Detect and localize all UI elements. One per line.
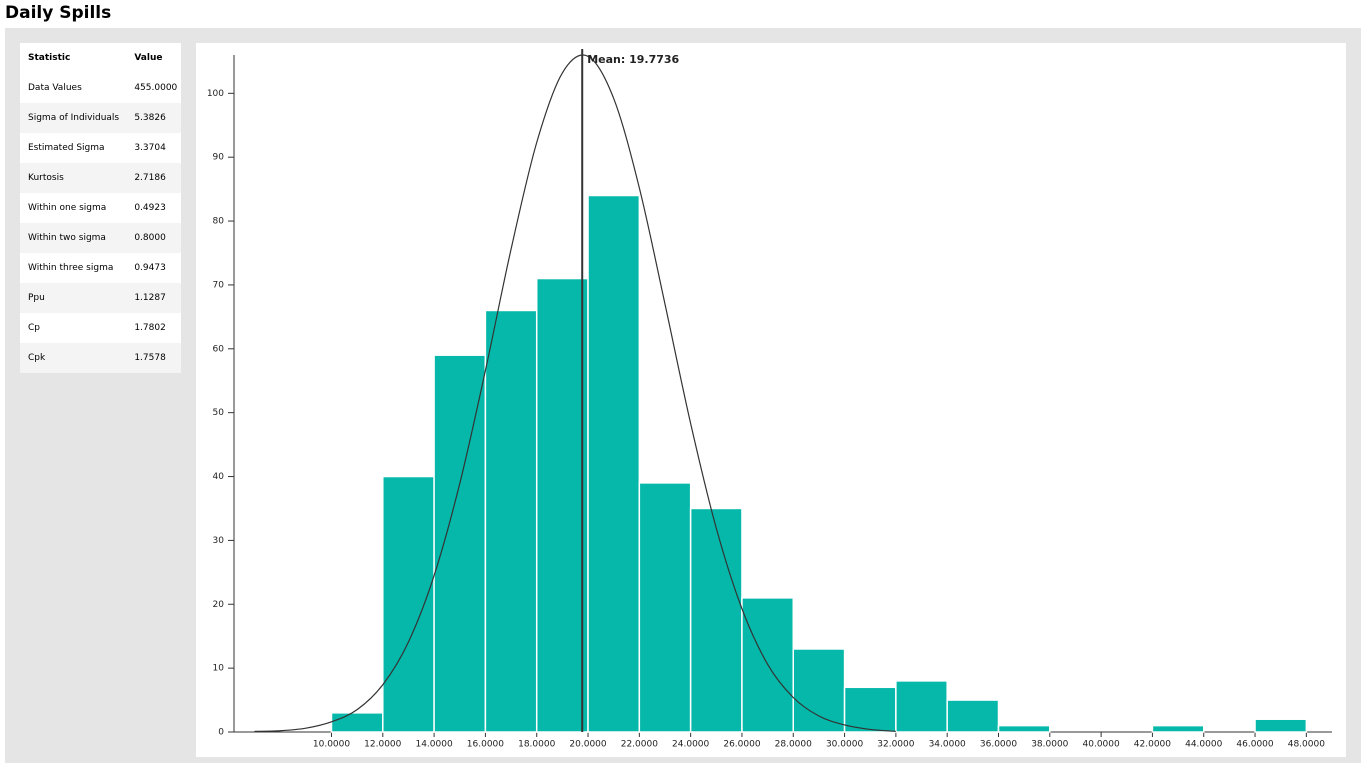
y-tick-label: 20 [213, 600, 225, 610]
bar [484, 309, 538, 733]
x-tick-label: 44.0000 [1185, 740, 1222, 750]
table-row: Ppu 1.1287 [20, 283, 181, 313]
x-tick-label: 20.0000 [569, 740, 606, 750]
table-header: Statistic Value [20, 43, 181, 73]
table-row: Cpk 1.7578 [20, 343, 181, 373]
x-tick-label: 22.0000 [621, 740, 658, 750]
table-cell: 0.4923 [134, 203, 166, 213]
bar [1151, 724, 1205, 733]
table-row: Sigma of Individuals 5.3826 [20, 103, 181, 133]
x-tick-label: 26.0000 [723, 740, 760, 750]
table-cell: 0.9473 [134, 263, 166, 273]
table-row: Within one sigma 0.4923 [20, 193, 181, 223]
bar [638, 482, 692, 733]
column-header: Value [134, 53, 163, 63]
table-row: Kurtosis 2.7186 [20, 163, 181, 193]
bar [535, 277, 589, 733]
x-tick-label: 18.0000 [518, 740, 555, 750]
bar [997, 724, 1051, 733]
y-tick-label: 30 [213, 536, 225, 546]
y-tick-label: 70 [213, 280, 225, 290]
bar [1254, 718, 1308, 733]
x-tick-label: 40.0000 [1083, 740, 1120, 750]
table-cell: 1.7802 [134, 323, 166, 333]
table-cell: Estimated Sigma [28, 143, 105, 153]
y-tick-label: 80 [213, 217, 225, 227]
table-cell: Within three sigma [28, 263, 114, 273]
x-tick-label: 34.0000 [929, 740, 966, 750]
x-tick-label: 46.0000 [1236, 740, 1273, 750]
table-cell: Sigma of Individuals [20, 103, 127, 133]
table-row: Data Values 455.0000 [20, 73, 181, 103]
x-tick-label: 16.0000 [467, 740, 504, 750]
table-row: Estimated Sigma 3.3704 [20, 133, 181, 163]
bar [792, 648, 846, 733]
table-cell: 1.1287 [126, 283, 181, 313]
x-tick-label: 38.0000 [1031, 740, 1068, 750]
bar [330, 712, 384, 733]
y-tick-label: 50 [213, 408, 225, 418]
x-tick-label: 36.0000 [980, 740, 1017, 750]
mean-label: Mean: 19.7736 [587, 53, 679, 66]
bar [946, 699, 1000, 733]
table-cell: 0.8000 [126, 223, 181, 253]
table-cell: 2.7186 [126, 163, 181, 193]
table-cell: Cpk [20, 343, 127, 373]
table-cell: Kurtosis [20, 163, 127, 193]
x-tick-label: 12.0000 [364, 740, 401, 750]
table-cell: 3.3704 [134, 143, 166, 153]
bar [689, 507, 743, 733]
x-tick-label: 32.0000 [877, 740, 914, 750]
normal-curve [254, 54, 896, 732]
y-tick-label: 60 [213, 344, 225, 354]
table-row: Within three sigma 0.9473 [20, 253, 181, 283]
y-tick-label: 90 [213, 153, 225, 163]
x-tick-label: 48.0000 [1288, 740, 1325, 750]
x-tick-label: 30.0000 [826, 740, 863, 750]
x-tick-label: 42.0000 [1134, 740, 1171, 750]
y-tick-label: 0 [218, 728, 224, 738]
table-cell: 5.3826 [126, 103, 181, 133]
table-cell: Within one sigma [28, 203, 107, 213]
table-row: Within two sigma 0.8000 [20, 223, 181, 253]
bar [843, 686, 897, 733]
table-cell: Cp [28, 323, 40, 333]
y-tick-label: 10 [213, 664, 225, 674]
table-row: Cp 1.7802 [20, 313, 181, 343]
table-cell: 1.7578 [126, 343, 181, 373]
x-tick-label: 28.0000 [775, 740, 812, 750]
page-title: Daily Spills [5, 3, 112, 23]
chart: 0 10 20 30 40 50 60 70 80 90 100 10.0000 12.0000 14.0… [196, 43, 1346, 757]
y-tick-label: 40 [213, 472, 225, 482]
bar [895, 680, 948, 733]
table-cell: Within two sigma [20, 223, 127, 253]
column-header: Statistic [28, 53, 71, 63]
bar [382, 475, 435, 733]
table-cell: Data Values [28, 83, 82, 93]
bar [433, 354, 487, 733]
y-tick-label: 100 [207, 89, 224, 99]
bar [587, 194, 641, 733]
table-cell: Ppu [20, 283, 127, 313]
stats-table: Statistic Value Data Values 455.0000 Sigma o… [20, 43, 181, 373]
x-tick-label: 10.0000 [313, 740, 350, 750]
x-tick-label: 14.0000 [415, 740, 452, 750]
x-tick-label: 24.0000 [672, 740, 709, 750]
table-cell: 455.0000 [134, 83, 178, 93]
